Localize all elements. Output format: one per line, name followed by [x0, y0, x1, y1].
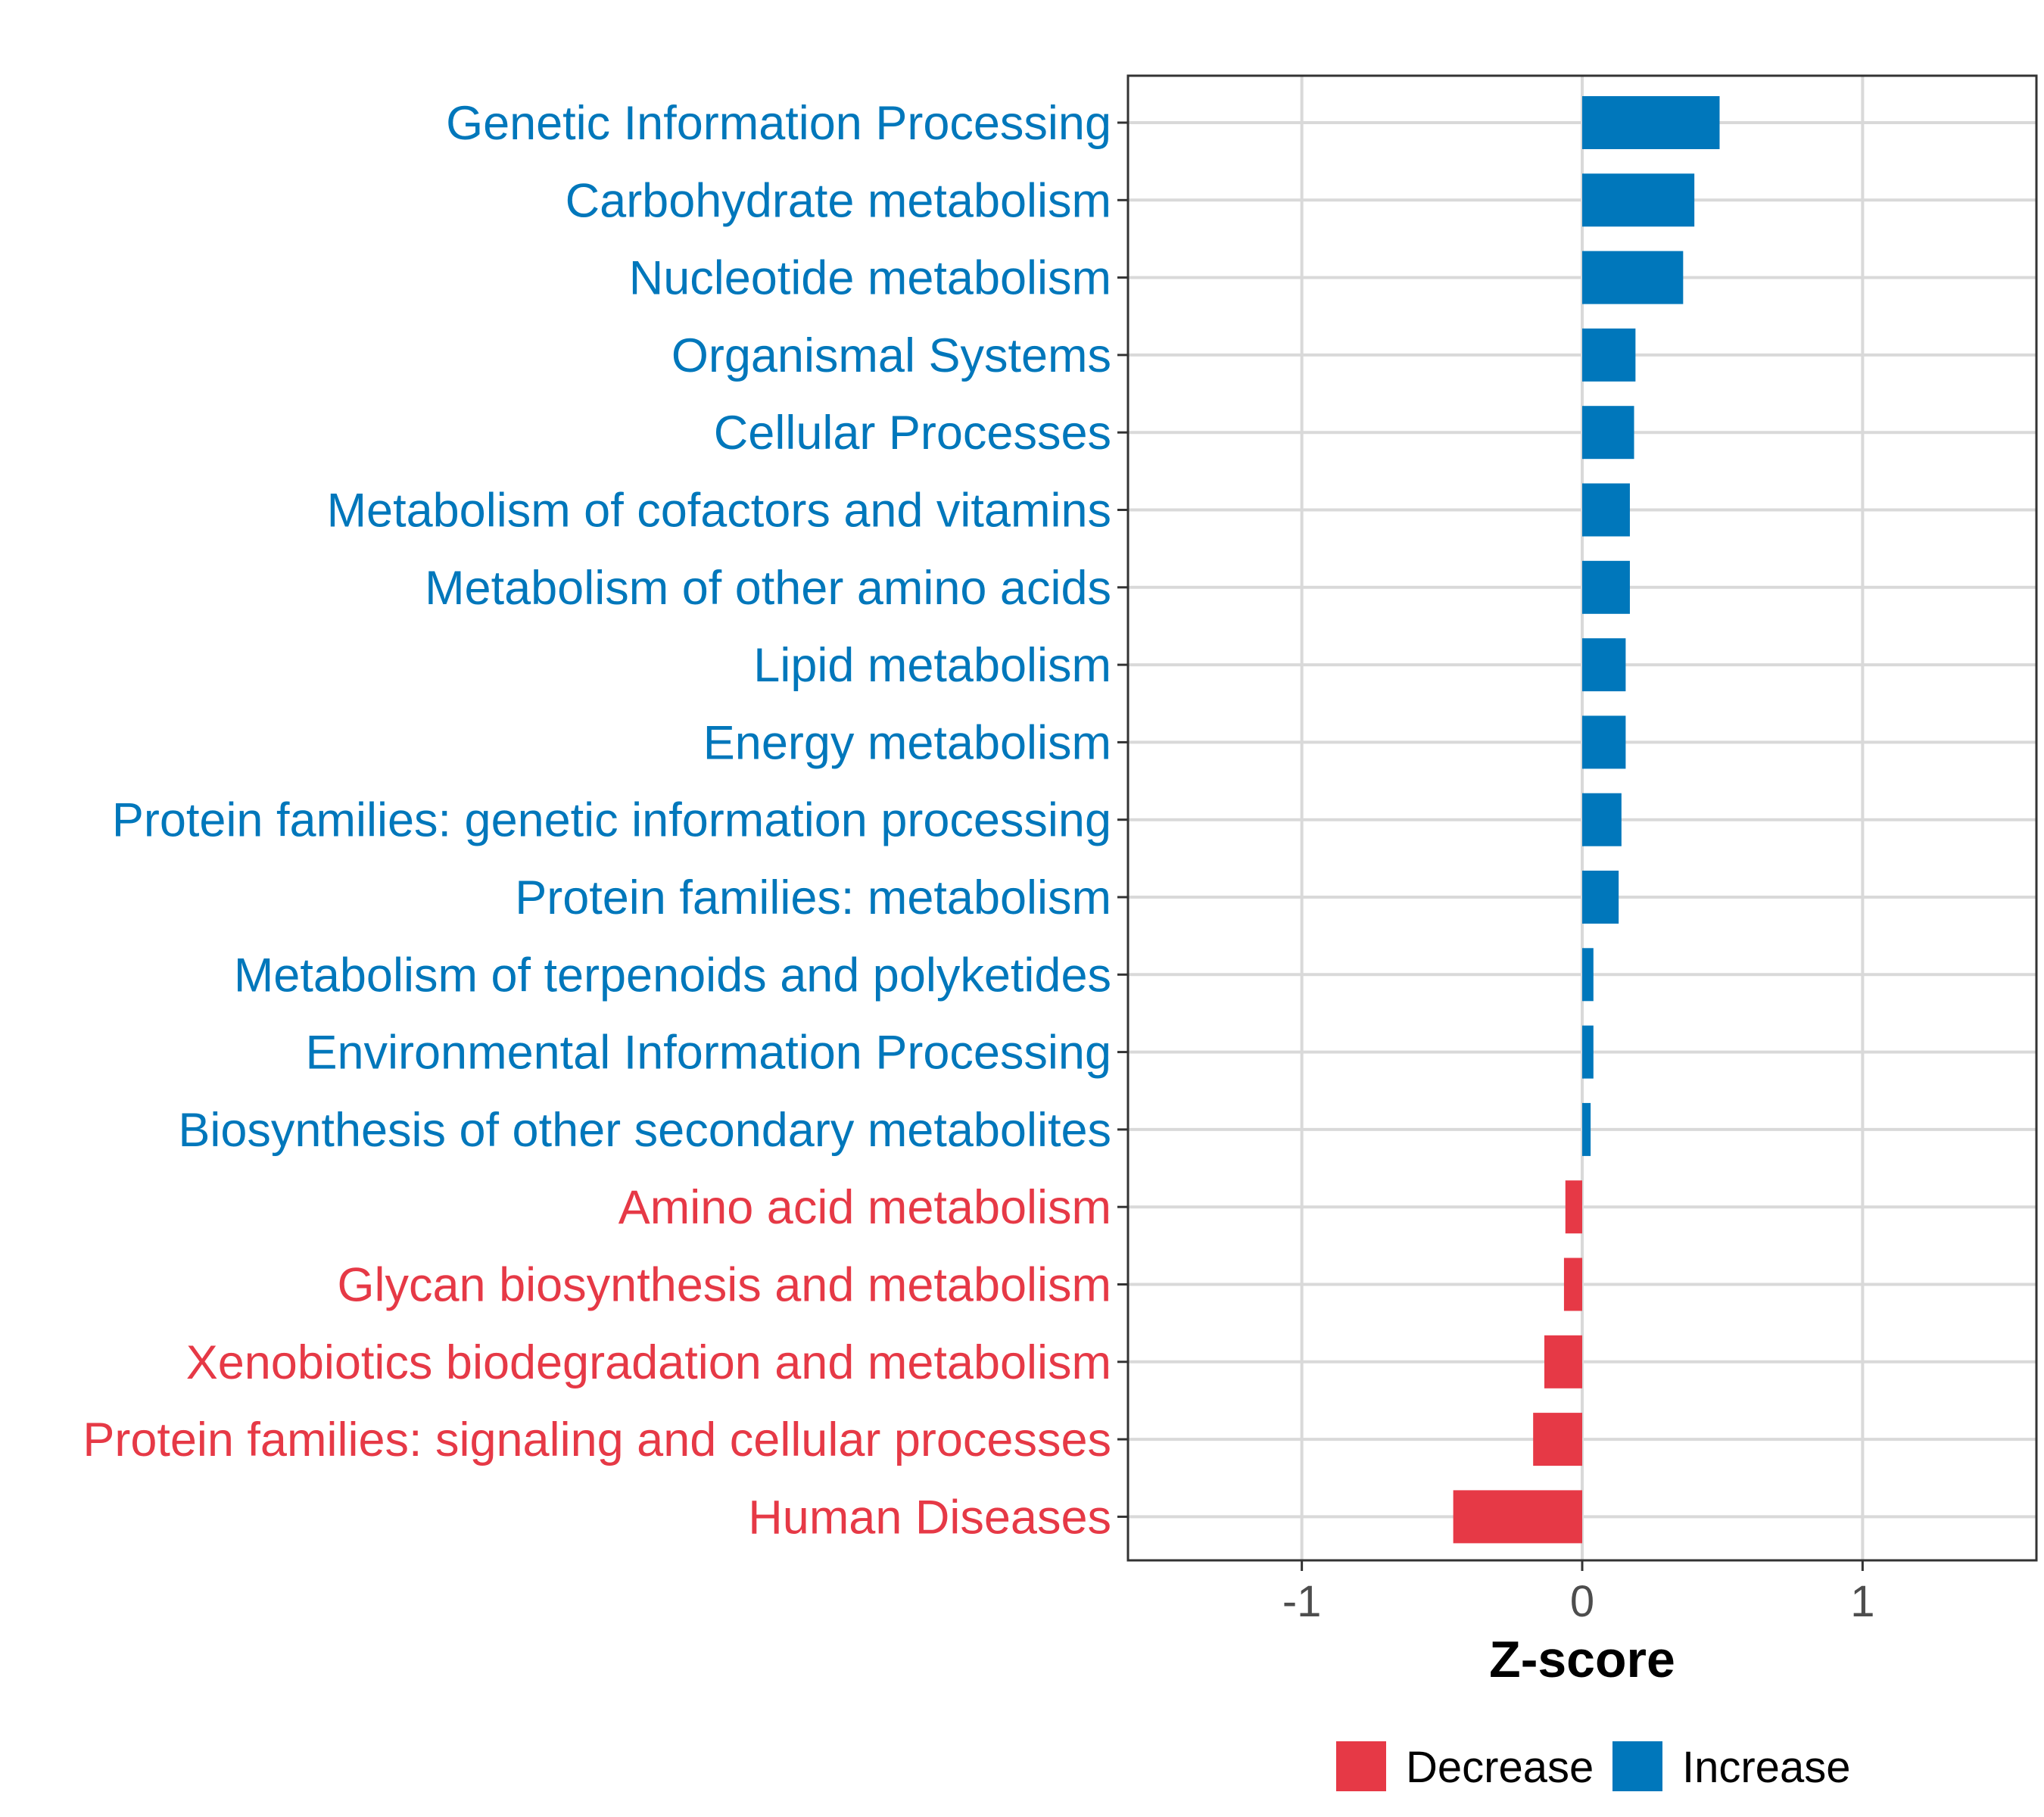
y-tick-label: Xenobiotics biodegradation and metabolis… [186, 1336, 1111, 1389]
y-tick-label: Glycan biosynthesis and metabolism [338, 1259, 1112, 1312]
y-tick-label: Protein families: signaling and cellular… [83, 1413, 1111, 1466]
x-axis-ticks: -1 0 1 [1282, 1560, 1875, 1626]
bar-layer [1453, 96, 1720, 1544]
bar [1582, 1025, 1594, 1079]
x-tick-label: 1 [1850, 1577, 1874, 1626]
bar [1533, 1413, 1582, 1466]
y-tick-label: Amino acid metabolism [618, 1181, 1111, 1234]
y-tick-label: Organismal Systems [671, 329, 1111, 382]
bar [1582, 948, 1594, 1002]
x-axis-title: Z-score [1489, 1631, 1675, 1688]
y-axis-ticks: Genetic Information Processing Carbohydra… [83, 97, 1128, 1544]
legend: Decrease Increase [1336, 1741, 1850, 1792]
bar [1582, 1102, 1591, 1156]
y-tick-label: Nucleotide metabolism [629, 252, 1111, 305]
legend-swatch [1612, 1741, 1662, 1791]
y-tick-label: Environmental Information Processing [305, 1027, 1111, 1080]
bar [1565, 1180, 1582, 1234]
y-tick-label: Human Diseases [748, 1491, 1111, 1544]
bar [1582, 251, 1684, 304]
bar [1582, 715, 1626, 769]
bar [1582, 173, 1695, 227]
y-tick-label: Metabolism of other amino acids [425, 562, 1111, 615]
bar [1582, 871, 1619, 924]
x-tick-label: -1 [1282, 1577, 1322, 1626]
bar [1453, 1490, 1582, 1544]
y-tick-label: Protein families: metabolism [515, 871, 1111, 924]
y-tick-label: Cellular Processes [714, 407, 1111, 460]
y-tick-label: Metabolism of terpenoids and polyketides [234, 949, 1111, 1002]
y-tick-label: Lipid metabolism [753, 639, 1111, 692]
bar [1582, 328, 1636, 382]
x-tick-label: 0 [1570, 1577, 1594, 1626]
legend-label: Decrease [1406, 1743, 1594, 1792]
y-tick-label: Biosynthesis of other secondary metaboli… [178, 1104, 1111, 1157]
bar [1582, 560, 1630, 614]
y-tick-label: Energy metabolism [703, 716, 1111, 769]
bar [1582, 96, 1720, 149]
bar [1563, 1258, 1582, 1311]
bar [1582, 406, 1634, 460]
y-tick-label: Carbohydrate metabolism [566, 174, 1111, 227]
legend-swatch [1336, 1741, 1386, 1791]
bar [1582, 638, 1626, 692]
legend-label: Increase [1682, 1743, 1850, 1792]
bar [1582, 793, 1622, 846]
y-tick-label: Metabolism of cofactors and vitamins [327, 485, 1111, 538]
bar [1582, 483, 1630, 537]
y-tick-label: Genetic Information Processing [446, 97, 1111, 150]
y-tick-label: Protein families: genetic information pr… [112, 794, 1111, 847]
bar [1544, 1335, 1582, 1388]
